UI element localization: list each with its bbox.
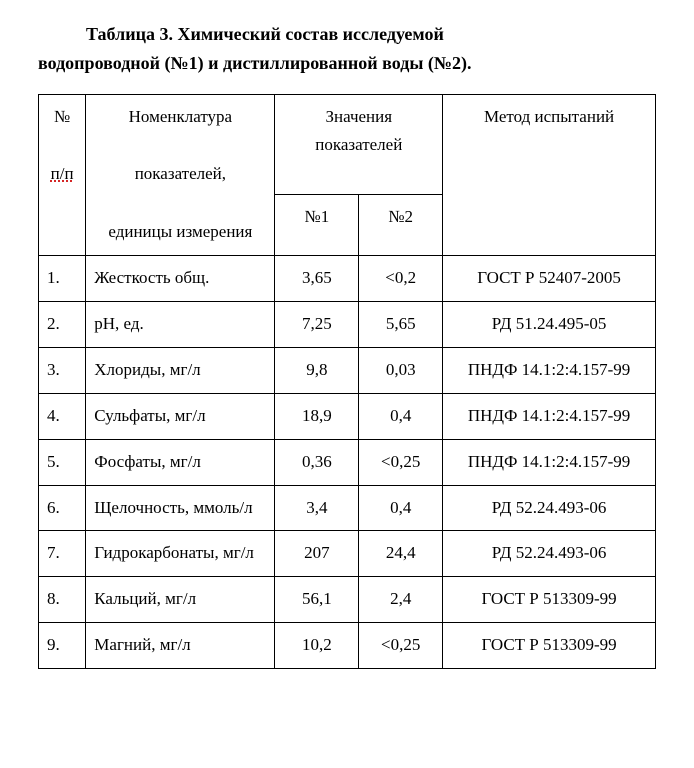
cell-num: 2. bbox=[39, 301, 86, 347]
cell-num: 8. bbox=[39, 577, 86, 623]
cell-name: Фосфаты, мг/л bbox=[86, 439, 275, 485]
cell-value-2: <0,25 bbox=[359, 623, 443, 669]
cell-method: ГОСТ Р 513309-99 bbox=[443, 577, 656, 623]
table-row: 9.Магний, мг/л10,2<0,25ГОСТ Р 513309-99 bbox=[39, 623, 656, 669]
header-values-sub: показателей bbox=[315, 135, 402, 154]
cell-method: РД 52.24.493-06 bbox=[443, 485, 656, 531]
cell-name: Кальций, мг/л bbox=[86, 577, 275, 623]
table-row: 3.Хлориды, мг/л9,80,03ПНДФ 14.1:2:4.157-… bbox=[39, 347, 656, 393]
cell-value-2: 5,65 bbox=[359, 301, 443, 347]
table-header: № п/п Номенклатура показателей, единицы … bbox=[39, 94, 656, 255]
cell-method: ПНДФ 14.1:2:4.157-99 bbox=[443, 439, 656, 485]
cell-num: 5. bbox=[39, 439, 86, 485]
cell-name: Гидрокарбонаты, мг/л bbox=[86, 531, 275, 577]
table-row: 2.рН, ед.7,255,65РД 51.24.495-05 bbox=[39, 301, 656, 347]
header-name-line2: показателей, bbox=[135, 164, 226, 183]
cell-value-1: 18,9 bbox=[275, 393, 359, 439]
cell-name: рН, ед. bbox=[86, 301, 275, 347]
cell-method: ГОСТ Р 52407-2005 bbox=[443, 256, 656, 302]
title-line2: водопроводной (№1) и дистиллированной во… bbox=[38, 49, 656, 78]
cell-method: ГОСТ Р 513309-99 bbox=[443, 623, 656, 669]
cell-name: Жесткость общ. bbox=[86, 256, 275, 302]
cell-value-2: 0,4 bbox=[359, 485, 443, 531]
table-title: Таблица 3. Химический состав исследуемой bbox=[38, 20, 656, 49]
cell-value-2: <0,2 bbox=[359, 256, 443, 302]
cell-value-1: 10,2 bbox=[275, 623, 359, 669]
header-val1: №1 bbox=[275, 194, 359, 255]
header-name-line1: Номенклатура bbox=[129, 107, 232, 126]
cell-method: ПНДФ 14.1:2:4.157-99 bbox=[443, 393, 656, 439]
cell-value-1: 7,25 bbox=[275, 301, 359, 347]
cell-num: 4. bbox=[39, 393, 86, 439]
cell-value-2: 2,4 bbox=[359, 577, 443, 623]
cell-name: Хлориды, мг/л bbox=[86, 347, 275, 393]
header-num-sub: п/п bbox=[51, 164, 74, 183]
header-method-label: Метод испытаний bbox=[484, 107, 614, 126]
cell-value-1: 9,8 bbox=[275, 347, 359, 393]
cell-value-2: 0,03 bbox=[359, 347, 443, 393]
cell-value-2: 0,4 bbox=[359, 393, 443, 439]
table-row: 7.Гидрокарбонаты, мг/л20724,4РД 52.24.49… bbox=[39, 531, 656, 577]
header-name-line3: единицы измерения bbox=[108, 222, 252, 241]
header-val2: №2 bbox=[359, 194, 443, 255]
cell-num: 9. bbox=[39, 623, 86, 669]
cell-value-1: 0,36 bbox=[275, 439, 359, 485]
table-row: 8.Кальций, мг/л56,12,4ГОСТ Р 513309-99 bbox=[39, 577, 656, 623]
cell-num: 3. bbox=[39, 347, 86, 393]
title-line1: Таблица 3. Химический состав исследуемой bbox=[86, 24, 444, 44]
cell-method: ПНДФ 14.1:2:4.157-99 bbox=[443, 347, 656, 393]
cell-num: 6. bbox=[39, 485, 86, 531]
header-values: Значения показателей bbox=[275, 94, 443, 194]
table-row: 6.Щелочность, ммоль/л3,40,4РД 52.24.493-… bbox=[39, 485, 656, 531]
cell-method: РД 51.24.495-05 bbox=[443, 301, 656, 347]
cell-value-1: 207 bbox=[275, 531, 359, 577]
cell-method: РД 52.24.493-06 bbox=[443, 531, 656, 577]
header-method: Метод испытаний bbox=[443, 94, 656, 255]
table-row: 1.Жесткость общ.3,65<0,2ГОСТ Р 52407-200… bbox=[39, 256, 656, 302]
header-name: Номенклатура показателей, единицы измере… bbox=[86, 94, 275, 255]
cell-name: Сульфаты, мг/л bbox=[86, 393, 275, 439]
cell-value-2: 24,4 bbox=[359, 531, 443, 577]
cell-value-2: <0,25 bbox=[359, 439, 443, 485]
header-row-1: № п/п Номенклатура показателей, единицы … bbox=[39, 94, 656, 194]
cell-value-1: 56,1 bbox=[275, 577, 359, 623]
cell-value-1: 3,4 bbox=[275, 485, 359, 531]
cell-value-1: 3,65 bbox=[275, 256, 359, 302]
cell-name: Щелочность, ммоль/л bbox=[86, 485, 275, 531]
header-values-label: Значения bbox=[325, 107, 392, 126]
document-container: Таблица 3. Химический состав исследуемой… bbox=[0, 0, 694, 689]
cell-name: Магний, мг/л bbox=[86, 623, 275, 669]
table-row: 4.Сульфаты, мг/л18,90,4ПНДФ 14.1:2:4.157… bbox=[39, 393, 656, 439]
header-num-label: № bbox=[54, 107, 70, 126]
table-row: 5.Фосфаты, мг/л0,36<0,25ПНДФ 14.1:2:4.15… bbox=[39, 439, 656, 485]
chemical-composition-table: № п/п Номенклатура показателей, единицы … bbox=[38, 94, 656, 669]
cell-num: 1. bbox=[39, 256, 86, 302]
table-body: 1.Жесткость общ.3,65<0,2ГОСТ Р 52407-200… bbox=[39, 256, 656, 669]
header-num: № п/п bbox=[39, 94, 86, 255]
cell-num: 7. bbox=[39, 531, 86, 577]
